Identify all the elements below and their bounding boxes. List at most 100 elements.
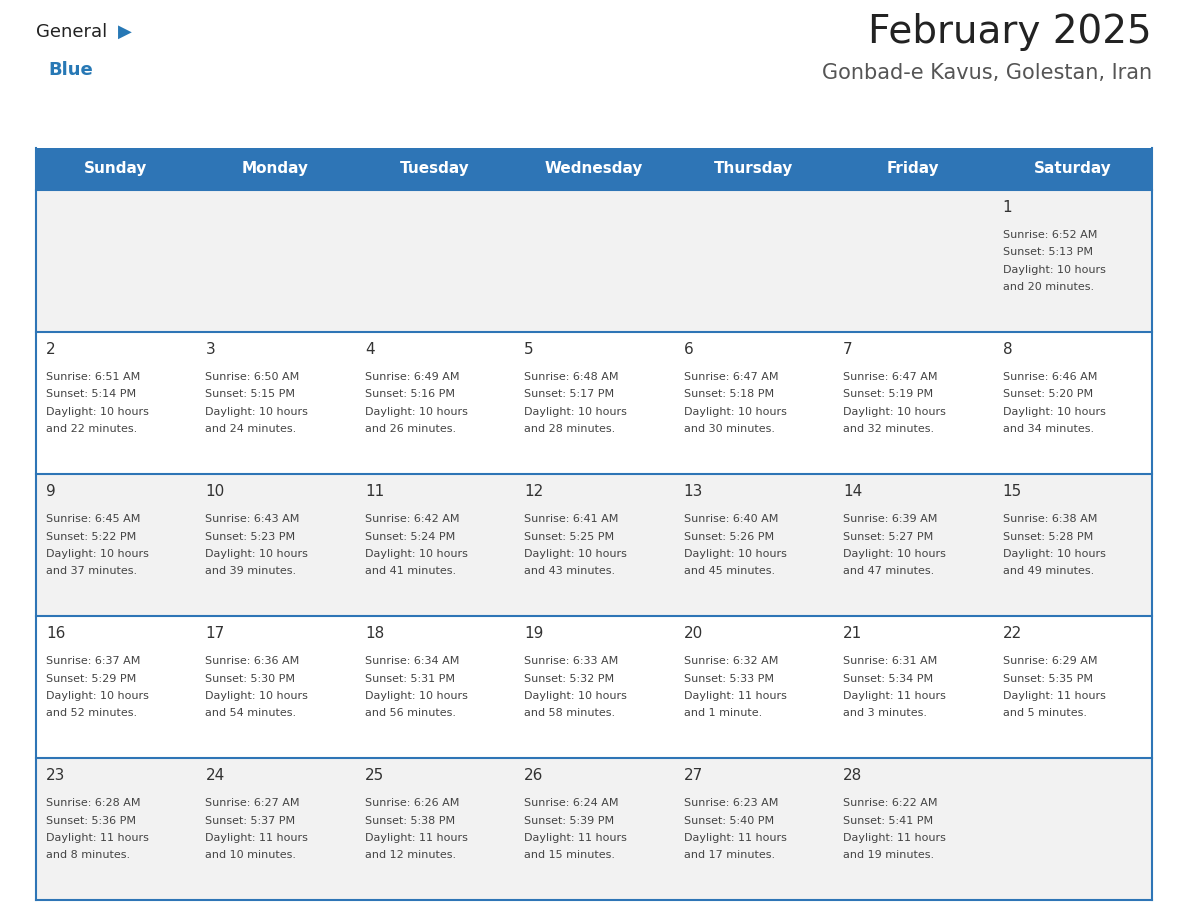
Text: 10: 10 bbox=[206, 484, 225, 499]
Text: Sunset: 5:17 PM: Sunset: 5:17 PM bbox=[524, 389, 614, 399]
Text: and 56 minutes.: and 56 minutes. bbox=[365, 709, 456, 719]
Bar bbox=[992, 148, 1152, 190]
Text: Daylight: 10 hours: Daylight: 10 hours bbox=[46, 691, 148, 701]
Text: and 30 minutes.: and 30 minutes. bbox=[684, 424, 775, 434]
Bar bbox=[355, 758, 514, 900]
Text: Sunset: 5:36 PM: Sunset: 5:36 PM bbox=[46, 815, 135, 825]
Text: Daylight: 10 hours: Daylight: 10 hours bbox=[1003, 549, 1106, 559]
Text: Daylight: 10 hours: Daylight: 10 hours bbox=[524, 407, 627, 417]
Bar bbox=[833, 758, 992, 900]
Text: 18: 18 bbox=[365, 626, 384, 641]
Text: Sunrise: 6:24 AM: Sunrise: 6:24 AM bbox=[524, 798, 619, 808]
Text: Sunset: 5:19 PM: Sunset: 5:19 PM bbox=[843, 389, 934, 399]
Bar bbox=[674, 616, 833, 758]
Text: Daylight: 10 hours: Daylight: 10 hours bbox=[365, 407, 468, 417]
Text: Sunrise: 6:36 AM: Sunrise: 6:36 AM bbox=[206, 656, 299, 666]
Text: 28: 28 bbox=[843, 768, 862, 783]
Bar bbox=[355, 616, 514, 758]
Bar bbox=[833, 190, 992, 332]
Text: Sunrise: 6:50 AM: Sunrise: 6:50 AM bbox=[206, 372, 299, 382]
Text: Sunset: 5:20 PM: Sunset: 5:20 PM bbox=[1003, 389, 1093, 399]
Text: 26: 26 bbox=[524, 768, 544, 783]
Text: and 12 minutes.: and 12 minutes. bbox=[365, 850, 456, 860]
Text: and 19 minutes.: and 19 minutes. bbox=[843, 850, 934, 860]
Bar bbox=[674, 332, 833, 474]
Text: Daylight: 10 hours: Daylight: 10 hours bbox=[206, 407, 309, 417]
Bar bbox=[196, 758, 355, 900]
Bar bbox=[36, 758, 196, 900]
Text: and 39 minutes.: and 39 minutes. bbox=[206, 566, 297, 577]
Text: and 47 minutes.: and 47 minutes. bbox=[843, 566, 935, 577]
Text: and 15 minutes.: and 15 minutes. bbox=[524, 850, 615, 860]
Text: Sunrise: 6:27 AM: Sunrise: 6:27 AM bbox=[206, 798, 299, 808]
Text: Daylight: 11 hours: Daylight: 11 hours bbox=[684, 833, 786, 843]
Text: 22: 22 bbox=[1003, 626, 1022, 641]
Text: and 22 minutes.: and 22 minutes. bbox=[46, 424, 138, 434]
Text: Sunrise: 6:38 AM: Sunrise: 6:38 AM bbox=[1003, 514, 1097, 524]
Text: Sunset: 5:23 PM: Sunset: 5:23 PM bbox=[206, 532, 296, 542]
Text: Sunset: 5:33 PM: Sunset: 5:33 PM bbox=[684, 674, 773, 684]
Text: Sunrise: 6:39 AM: Sunrise: 6:39 AM bbox=[843, 514, 937, 524]
Text: Daylight: 10 hours: Daylight: 10 hours bbox=[684, 549, 786, 559]
Bar bbox=[833, 332, 992, 474]
Text: Daylight: 10 hours: Daylight: 10 hours bbox=[843, 549, 946, 559]
Bar bbox=[674, 148, 833, 190]
Bar bbox=[992, 616, 1152, 758]
Bar bbox=[674, 474, 833, 616]
Text: Sunrise: 6:45 AM: Sunrise: 6:45 AM bbox=[46, 514, 140, 524]
Text: Daylight: 10 hours: Daylight: 10 hours bbox=[46, 549, 148, 559]
Text: Sunrise: 6:28 AM: Sunrise: 6:28 AM bbox=[46, 798, 140, 808]
Text: Sunset: 5:34 PM: Sunset: 5:34 PM bbox=[843, 674, 934, 684]
Text: 19: 19 bbox=[524, 626, 544, 641]
Bar bbox=[355, 332, 514, 474]
Text: Daylight: 10 hours: Daylight: 10 hours bbox=[1003, 407, 1106, 417]
Text: Sunrise: 6:41 AM: Sunrise: 6:41 AM bbox=[524, 514, 619, 524]
Text: 14: 14 bbox=[843, 484, 862, 499]
Bar bbox=[514, 190, 674, 332]
Bar bbox=[514, 332, 674, 474]
Text: and 26 minutes.: and 26 minutes. bbox=[365, 424, 456, 434]
Text: Daylight: 10 hours: Daylight: 10 hours bbox=[1003, 265, 1106, 275]
Bar bbox=[355, 190, 514, 332]
Bar bbox=[196, 148, 355, 190]
Text: and 45 minutes.: and 45 minutes. bbox=[684, 566, 775, 577]
Text: 15: 15 bbox=[1003, 484, 1022, 499]
Text: February 2025: February 2025 bbox=[868, 13, 1152, 51]
Text: Wednesday: Wednesday bbox=[545, 162, 643, 176]
Text: 6: 6 bbox=[684, 342, 694, 357]
Text: Sunset: 5:41 PM: Sunset: 5:41 PM bbox=[843, 815, 934, 825]
Text: Sunrise: 6:40 AM: Sunrise: 6:40 AM bbox=[684, 514, 778, 524]
Text: Blue: Blue bbox=[48, 61, 93, 79]
Text: Daylight: 10 hours: Daylight: 10 hours bbox=[524, 549, 627, 559]
Text: Friday: Friday bbox=[886, 162, 940, 176]
Text: 1: 1 bbox=[1003, 200, 1012, 215]
Bar bbox=[36, 332, 196, 474]
Text: and 34 minutes.: and 34 minutes. bbox=[1003, 424, 1094, 434]
Text: Sunrise: 6:49 AM: Sunrise: 6:49 AM bbox=[365, 372, 460, 382]
Bar bbox=[355, 474, 514, 616]
Bar bbox=[514, 758, 674, 900]
Text: Sunset: 5:18 PM: Sunset: 5:18 PM bbox=[684, 389, 773, 399]
Text: Sunrise: 6:47 AM: Sunrise: 6:47 AM bbox=[684, 372, 778, 382]
Text: Daylight: 10 hours: Daylight: 10 hours bbox=[684, 407, 786, 417]
Text: and 32 minutes.: and 32 minutes. bbox=[843, 424, 934, 434]
Text: and 8 minutes.: and 8 minutes. bbox=[46, 850, 131, 860]
Text: 12: 12 bbox=[524, 484, 544, 499]
Text: Daylight: 11 hours: Daylight: 11 hours bbox=[1003, 691, 1106, 701]
Text: Sunrise: 6:33 AM: Sunrise: 6:33 AM bbox=[524, 656, 619, 666]
Text: ▶: ▶ bbox=[118, 23, 132, 41]
Text: Sunrise: 6:48 AM: Sunrise: 6:48 AM bbox=[524, 372, 619, 382]
Text: Sunset: 5:29 PM: Sunset: 5:29 PM bbox=[46, 674, 137, 684]
Text: Sunset: 5:39 PM: Sunset: 5:39 PM bbox=[524, 815, 614, 825]
Text: 7: 7 bbox=[843, 342, 853, 357]
Text: and 52 minutes.: and 52 minutes. bbox=[46, 709, 137, 719]
Bar bbox=[196, 474, 355, 616]
Text: 2: 2 bbox=[46, 342, 56, 357]
Text: Sunrise: 6:26 AM: Sunrise: 6:26 AM bbox=[365, 798, 460, 808]
Text: Sunset: 5:14 PM: Sunset: 5:14 PM bbox=[46, 389, 137, 399]
Bar bbox=[674, 758, 833, 900]
Text: Daylight: 11 hours: Daylight: 11 hours bbox=[843, 691, 946, 701]
Bar bbox=[514, 148, 674, 190]
Text: Thursday: Thursday bbox=[714, 162, 794, 176]
Text: Sunset: 5:27 PM: Sunset: 5:27 PM bbox=[843, 532, 934, 542]
